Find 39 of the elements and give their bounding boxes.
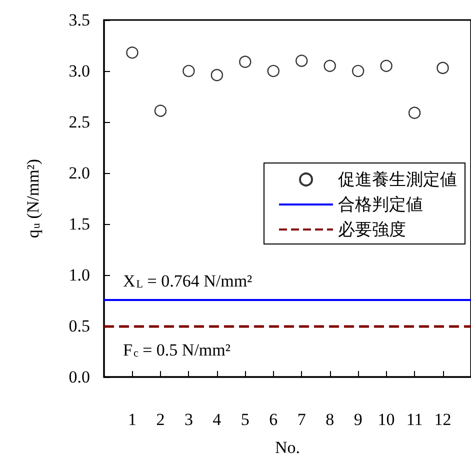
x-tick-label: 10 <box>378 410 395 429</box>
point <box>352 64 364 78</box>
point <box>239 56 252 68</box>
annotation: XL = 0.764 N/mm² <box>123 272 252 291</box>
legend-label: 必要強度 <box>338 220 406 239</box>
x-tick-label: 4 <box>212 410 222 429</box>
legend-label: 促進養生測定値 <box>338 170 457 189</box>
point <box>380 60 392 72</box>
point <box>408 106 421 119</box>
point <box>210 68 224 82</box>
y-axis-title: qu (N/mm²) <box>24 158 43 238</box>
x-tick-label: 7 <box>297 410 306 429</box>
x-tick-label: 11 <box>406 410 423 429</box>
x-axis-title: No. <box>274 438 300 457</box>
y-tick-label: 1.0 <box>68 266 90 284</box>
x-tick-label: 6 <box>269 410 278 429</box>
y-tick-label: 3.0 <box>68 62 90 80</box>
y-tick-label: 3.5 <box>68 10 90 30</box>
point <box>267 64 280 78</box>
point <box>154 104 167 117</box>
x-tick-label: 8 <box>326 410 334 429</box>
y-tick-label: 1.5 <box>68 214 90 234</box>
legend-label: 合格判定値 <box>338 195 423 214</box>
point <box>182 64 195 78</box>
point <box>324 60 336 72</box>
y-tick-label: 2.0 <box>68 164 90 182</box>
y-tick-label: 0.0 <box>68 368 90 386</box>
x-tick-label: 9 <box>354 410 362 429</box>
y-tick-label: 2.5 <box>68 112 90 132</box>
annotation: Fc = 0.5 N/mm² <box>123 340 230 360</box>
y-tick-label: 0.5 <box>68 316 90 336</box>
point <box>436 62 449 74</box>
x-tick-label: 1 <box>128 410 136 429</box>
x-tick-label: 12 <box>434 410 452 429</box>
x-tick-label: 5 <box>240 410 250 429</box>
x-tick-label: 3 <box>184 410 193 429</box>
x-tick-label: 2 <box>156 410 165 429</box>
point <box>296 54 308 67</box>
point <box>126 46 138 59</box>
